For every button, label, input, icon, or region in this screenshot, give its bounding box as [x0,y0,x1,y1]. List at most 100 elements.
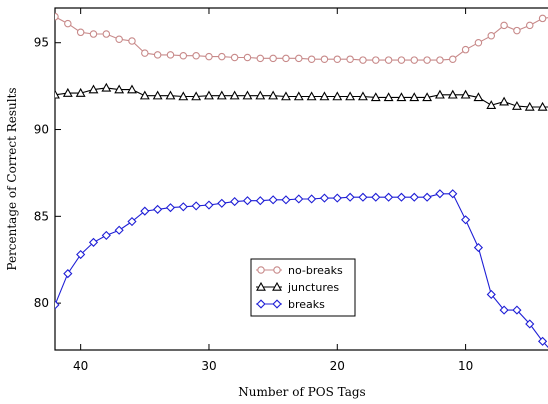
legend-label: breaks [288,298,325,311]
series-layer [55,12,548,348]
data-point [139,90,150,100]
legend-marker [256,281,266,291]
data-point [216,90,227,100]
data-point [396,92,407,102]
data-point [473,242,484,253]
data-point [102,30,111,38]
data-point [101,82,112,92]
data-point [255,90,266,100]
data-point [538,14,547,23]
data-point [230,196,240,207]
data-point [383,92,394,102]
data-point [115,35,123,43]
data-point [435,189,445,199]
data-point [525,319,535,329]
data-point [179,51,188,60]
data-point [55,12,59,21]
x-tick-label: 40 [73,359,88,373]
data-point [396,192,407,202]
data-point [306,91,317,101]
data-point [500,21,508,30]
data-point [127,84,137,94]
data-point [88,84,99,94]
data-point [76,28,85,37]
series-no-breaks [55,12,548,64]
data-point [294,194,304,204]
series-line [55,87,548,108]
data-point [345,192,355,202]
legend-label: no-breaks [288,264,343,277]
data-point [461,45,470,54]
data-point [359,56,367,64]
data-point [358,91,368,101]
data-point [63,269,73,279]
data-point [332,91,343,101]
data-point [64,19,72,28]
data-point [332,193,342,203]
data-point [178,91,189,101]
x-tick-label: 30 [201,359,216,373]
data-point [217,198,227,208]
legend: no-breaks junctures breaks [250,258,356,317]
data-point [319,91,330,101]
y-axis-ticks: 80 85 90 95 [34,36,61,310]
data-point [178,202,188,212]
data-point [474,38,483,47]
data-point [55,89,60,99]
data-point [423,56,431,64]
data-point [140,206,150,216]
x-axis-ticks: 40 30 20 10 [73,8,473,373]
y-tick-label: 95 [34,36,49,50]
data-point [127,216,137,227]
data-point [293,91,304,101]
data-point [384,56,393,64]
y-axis-title: Percentage of Correct Results [5,87,19,270]
legend-marker [256,299,266,309]
data-point [255,196,265,206]
data-point [448,189,458,199]
data-point [333,55,342,63]
data-point [486,289,496,300]
data-point [307,55,316,63]
data-point [384,192,394,202]
y-tick-label: 90 [34,123,49,137]
data-point [473,92,484,102]
data-point [307,194,317,204]
data-point [88,237,99,247]
data-point [242,196,253,206]
data-point [282,54,290,63]
legend-item: junctures [256,281,339,294]
data-point [487,32,496,40]
data-point [345,91,356,101]
y-tick-label: 80 [34,296,49,310]
data-point [166,51,175,59]
data-point [499,305,509,315]
data-point [75,87,86,97]
data-point [191,201,201,211]
data-point [295,54,303,63]
data-point [89,30,98,38]
data-point [511,100,522,110]
data-point [229,90,240,100]
data-point [537,101,548,111]
data-point [435,89,445,99]
data-point [55,300,60,310]
data-point [397,56,406,64]
data-point [268,90,279,100]
data-point [101,230,111,240]
legend-marker [272,281,282,291]
series-junctures [55,82,548,111]
data-point [230,53,239,62]
data-point [165,90,176,100]
data-point [499,96,510,106]
legend-item: no-breaks [256,264,343,277]
x-tick-label: 20 [330,359,345,373]
data-point [409,192,419,202]
data-point [460,89,471,99]
data-point [449,55,457,63]
series-line [55,193,548,348]
data-point [128,37,136,45]
data-point [436,56,444,64]
legend-item: breaks [256,298,325,311]
